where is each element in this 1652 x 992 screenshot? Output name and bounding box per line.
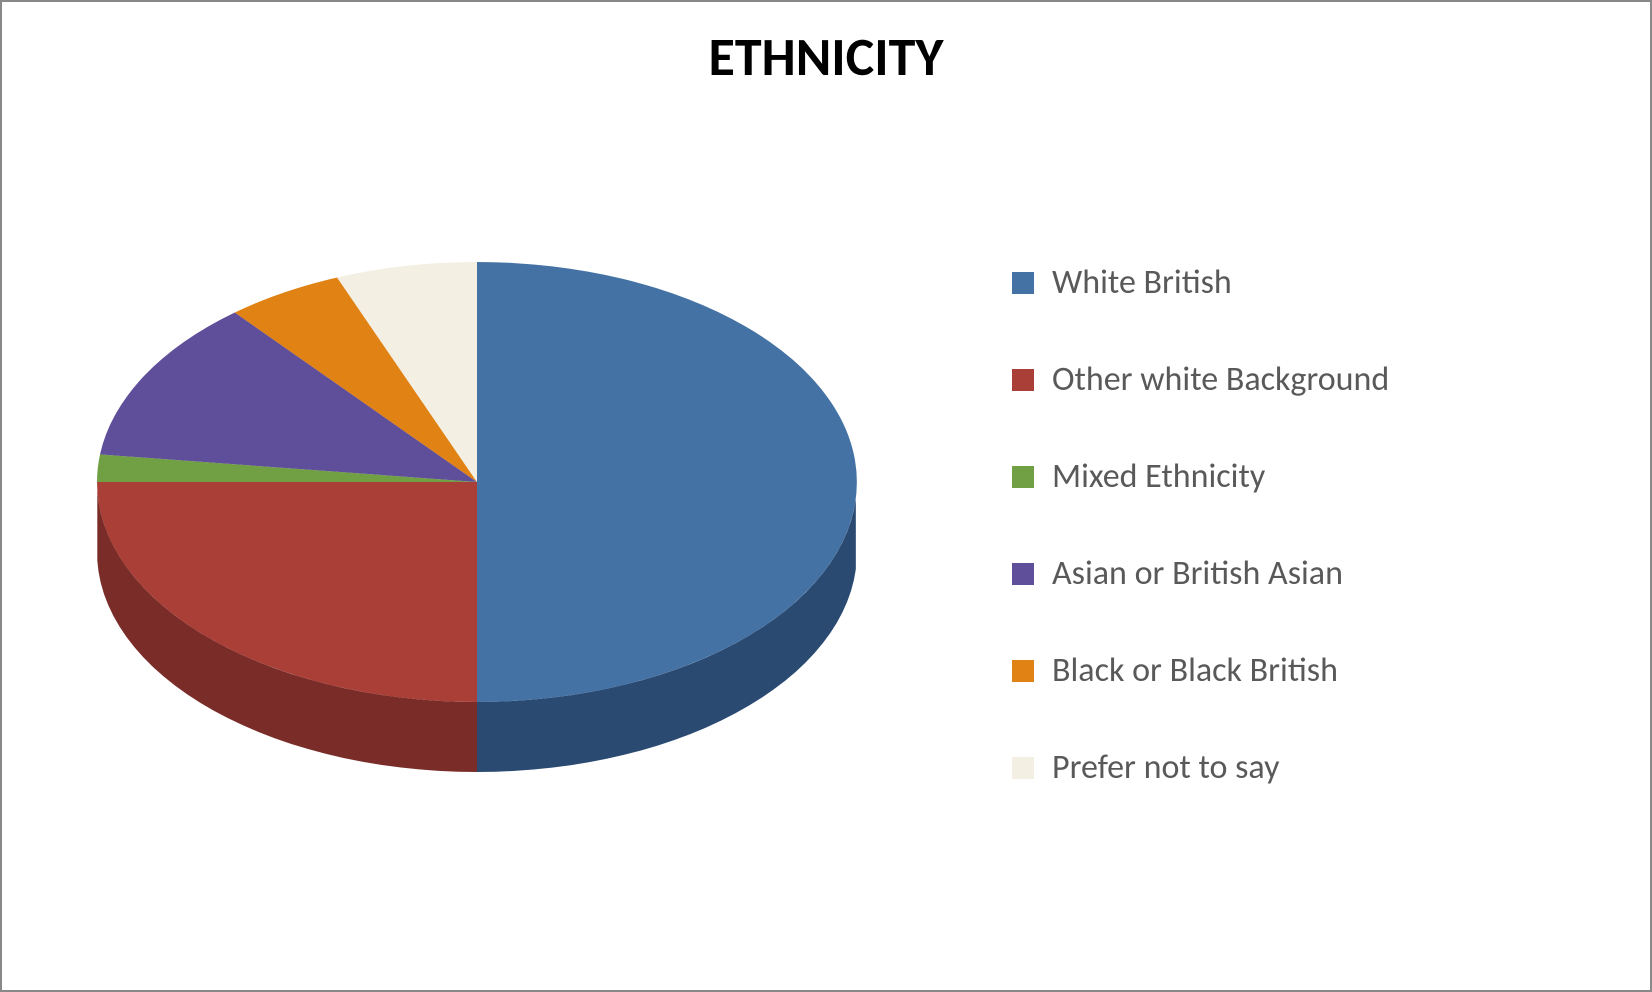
legend-label: White British [1052,262,1232,303]
legend-label: Black or Black British [1052,650,1338,691]
pie-chart [77,242,877,792]
legend-item: Black or Black British [1012,650,1389,691]
chart-title: ETHNICITY [2,24,1650,90]
pie-slice [97,482,477,702]
legend-swatch [1012,272,1034,294]
legend-swatch [1012,466,1034,488]
legend-swatch [1012,757,1034,779]
legend-label: Asian or British Asian [1052,553,1343,594]
legend-item: Asian or British Asian [1012,553,1389,594]
legend-label: Mixed Ethnicity [1052,456,1265,497]
chart-frame: ETHNICITY White British Other white Backg… [0,0,1652,992]
legend-item: Mixed Ethnicity [1012,456,1389,497]
legend: White British Other white Background Mixed… [1012,262,1389,788]
legend-label: Other white Background [1052,359,1389,400]
legend-label: Prefer not to say [1052,747,1279,788]
legend-swatch [1012,563,1034,585]
legend-item: White British [1012,262,1389,303]
legend-swatch [1012,369,1034,391]
legend-item: Other white Background [1012,359,1389,400]
legend-item: Prefer not to say [1012,747,1389,788]
legend-swatch [1012,660,1034,682]
